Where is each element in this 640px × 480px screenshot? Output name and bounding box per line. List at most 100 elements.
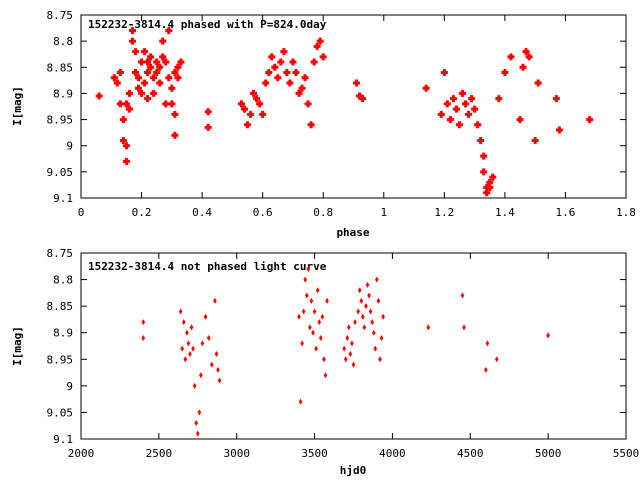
data-point xyxy=(197,409,202,416)
data-point xyxy=(376,297,381,304)
data-point xyxy=(465,110,473,118)
data-point xyxy=(308,324,312,331)
data-point xyxy=(485,340,490,347)
data-point xyxy=(277,58,285,66)
x-axis-ticks: 2000 2500 3000 3500 4000 4500 5000 5500 xyxy=(68,253,639,460)
y-tick-label: 8.85 xyxy=(47,61,74,74)
unphased-plot-panel: 152232-3814.4 not phased light curve hjd… xyxy=(11,247,639,477)
y-tick-label: 8.8 xyxy=(53,35,73,48)
data-point xyxy=(195,430,200,437)
data-point xyxy=(135,74,143,82)
data-point xyxy=(204,108,212,116)
data-points xyxy=(141,265,550,437)
data-point xyxy=(468,95,476,103)
data-point xyxy=(144,69,152,77)
data-point xyxy=(138,58,146,66)
x-tick-label: 3500 xyxy=(301,447,328,460)
data-point xyxy=(153,58,161,66)
data-point xyxy=(462,324,466,331)
data-point xyxy=(353,319,357,326)
data-point xyxy=(180,345,185,352)
data-point xyxy=(210,361,214,368)
data-point xyxy=(147,63,155,71)
data-point xyxy=(443,100,451,108)
chart-title: 152232-3814.4 phased with P=824.0day xyxy=(88,18,327,31)
data-point xyxy=(364,303,368,310)
data-point xyxy=(495,95,503,103)
data-point xyxy=(359,297,364,304)
data-point xyxy=(119,136,127,144)
data-point xyxy=(365,281,370,288)
data-point xyxy=(317,319,322,326)
data-point xyxy=(519,63,527,71)
data-point xyxy=(171,69,179,77)
data-point xyxy=(122,157,130,165)
data-point xyxy=(546,332,550,339)
data-point xyxy=(356,92,364,100)
x-tick-label: 0 xyxy=(78,206,85,219)
data-point xyxy=(144,58,152,66)
y-tick-label: 9.05 xyxy=(47,406,74,419)
data-point xyxy=(304,292,309,299)
data-point xyxy=(474,121,482,129)
data-point xyxy=(262,79,270,87)
data-point xyxy=(460,292,465,299)
data-point xyxy=(159,53,167,61)
data-point xyxy=(153,69,161,77)
x-tick-label: 2500 xyxy=(146,447,173,460)
data-point xyxy=(132,48,139,56)
data-point xyxy=(477,136,485,144)
data-point xyxy=(156,63,164,71)
y-tick-label: 8.95 xyxy=(47,114,74,127)
data-point xyxy=(274,74,282,82)
data-point xyxy=(199,372,203,379)
data-point xyxy=(286,79,294,87)
data-point xyxy=(192,382,197,389)
data-point xyxy=(359,95,367,103)
data-point xyxy=(345,335,350,342)
data-point xyxy=(141,335,146,342)
data-point xyxy=(361,313,365,320)
x-axis-ticks: 0 0.2 0.4 0.6 0.8 1 1.2 1.4 1.6 1.8 xyxy=(78,15,636,219)
data-point xyxy=(313,42,321,50)
data-point xyxy=(489,173,497,181)
data-point xyxy=(307,121,315,129)
data-point xyxy=(322,356,326,363)
y-tick-label: 9 xyxy=(66,140,73,153)
data-point xyxy=(141,48,149,56)
data-point xyxy=(241,105,248,113)
data-point xyxy=(381,313,385,320)
data-point xyxy=(486,184,494,192)
data-point xyxy=(516,116,524,124)
data-point xyxy=(271,63,279,71)
data-point xyxy=(483,189,491,197)
data-point xyxy=(297,313,301,320)
plot-frame xyxy=(80,252,627,440)
data-point xyxy=(128,37,136,45)
data-point xyxy=(306,265,311,272)
data-point xyxy=(362,324,367,331)
x-tick-label: 5000 xyxy=(535,447,562,460)
chart-title: 152232-3814.4 not phased light curve xyxy=(88,260,327,273)
data-point xyxy=(206,335,211,342)
y-axis-label: I[mag] xyxy=(11,326,24,366)
data-point xyxy=(295,89,303,97)
data-point xyxy=(200,340,205,347)
x-axis-label: hjd0 xyxy=(340,464,367,477)
y-axis-ticks: 8.75 8.8 8.85 8.9 8.95 9 9.05 9.1 xyxy=(47,9,626,205)
data-point xyxy=(125,105,133,113)
data-point xyxy=(501,69,509,77)
x-tick-label: 1 xyxy=(380,206,387,219)
data-point xyxy=(259,110,267,118)
data-point xyxy=(168,100,176,108)
data-point xyxy=(446,116,454,124)
data-point xyxy=(178,308,183,315)
data-point xyxy=(449,95,457,103)
data-point xyxy=(555,126,563,134)
data-point xyxy=(122,100,130,108)
y-tick-label: 8.9 xyxy=(53,87,73,100)
data-point xyxy=(174,74,182,82)
phased-plot-panel: 152232-3814.4 phased with P=824.0day pha… xyxy=(11,9,636,239)
data-point xyxy=(437,110,445,118)
data-point xyxy=(147,53,155,61)
